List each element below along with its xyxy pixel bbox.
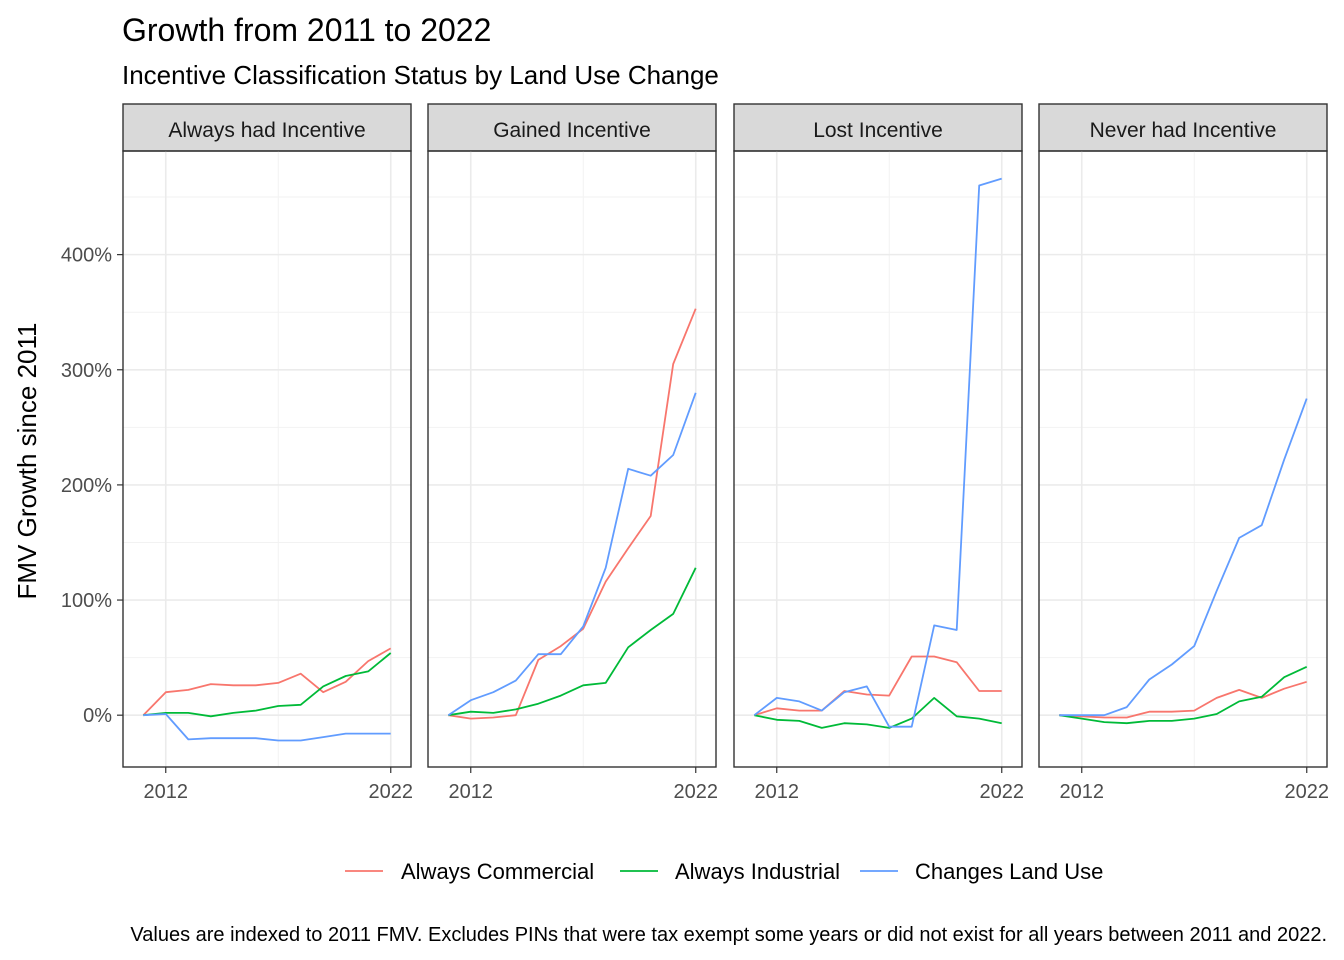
- legend-label: Always Industrial: [675, 859, 840, 884]
- legend-item: Always Industrial: [620, 859, 840, 884]
- series-line: [754, 697, 1002, 729]
- series-line: [753, 177, 1002, 728]
- legend-item: Always Commercial: [345, 859, 594, 884]
- facet-strip: [1038, 103, 1328, 152]
- chart-caption: Values are indexed to 2011 FMV. Excludes…: [130, 924, 1327, 946]
- series-line: [142, 647, 392, 716]
- y-tick-label: 0%: [83, 705, 112, 727]
- legend: Always Commercial Always Industrial Change…: [345, 859, 1103, 884]
- chart-subtitle: Incentive Classification Status by Land …: [122, 60, 719, 90]
- facet-strip: [733, 103, 1023, 152]
- x-tick-label: 2012: [449, 781, 494, 803]
- series-line: [143, 652, 392, 718]
- x-tick-label: 2012: [1060, 781, 1105, 803]
- facet-panel: Gained Incentive 2012 2022: [427, 103, 719, 803]
- x-tick-label: 2022: [369, 781, 414, 803]
- series-line: [448, 567, 697, 717]
- facet-panel: Never had Incentive 2012 2022: [1038, 103, 1330, 803]
- facet-strip-label: Never had Incentive: [1090, 119, 1277, 142]
- series-line: [1059, 680, 1307, 719]
- facet-strip-label: Gained Incentive: [493, 119, 651, 142]
- panel-border: [122, 150, 412, 768]
- facet-strip-label: Lost Incentive: [813, 119, 943, 142]
- facet-panel: Lost Incentive 2012 2022: [733, 103, 1025, 803]
- y-tick-label: 200%: [61, 475, 112, 497]
- y-tick-label: 100%: [61, 590, 112, 612]
- series-line: [1059, 665, 1308, 725]
- facet-panels: Always had Incentive 2012 2022 0% 100% 200% 30…: [61, 103, 1330, 803]
- legend-label: Changes Land Use: [915, 859, 1103, 884]
- series-line: [754, 655, 1002, 717]
- chart-title: Growth from 2011 to 2022: [122, 12, 491, 48]
- x-tick-label: 2012: [144, 781, 189, 803]
- facet-strip: [427, 103, 717, 152]
- y-tick-label: 400%: [61, 245, 112, 267]
- panel-border: [733, 150, 1023, 768]
- series-line: [448, 308, 697, 720]
- x-tick-label: 2022: [980, 781, 1025, 803]
- facet-strip: [122, 103, 412, 152]
- x-tick-label: 2012: [755, 781, 800, 803]
- y-tick-label: 300%: [61, 360, 112, 382]
- x-tick-label: 2022: [1285, 781, 1330, 803]
- series-line: [447, 392, 697, 716]
- panel-border: [1038, 150, 1328, 768]
- panel-border: [427, 150, 717, 768]
- y-axis-title: FMV Growth since 2011: [12, 323, 42, 600]
- facet-strip-label: Always had Incentive: [168, 119, 365, 142]
- x-tick-label: 2022: [674, 781, 719, 803]
- legend-item: Changes Land Use: [860, 859, 1103, 884]
- facet-panel: Always had Incentive 2012 2022 0% 100% 200% 30…: [61, 103, 414, 803]
- legend-label: Always Commercial: [401, 859, 594, 884]
- series-line: [143, 713, 391, 742]
- series-line: [1059, 398, 1308, 717]
